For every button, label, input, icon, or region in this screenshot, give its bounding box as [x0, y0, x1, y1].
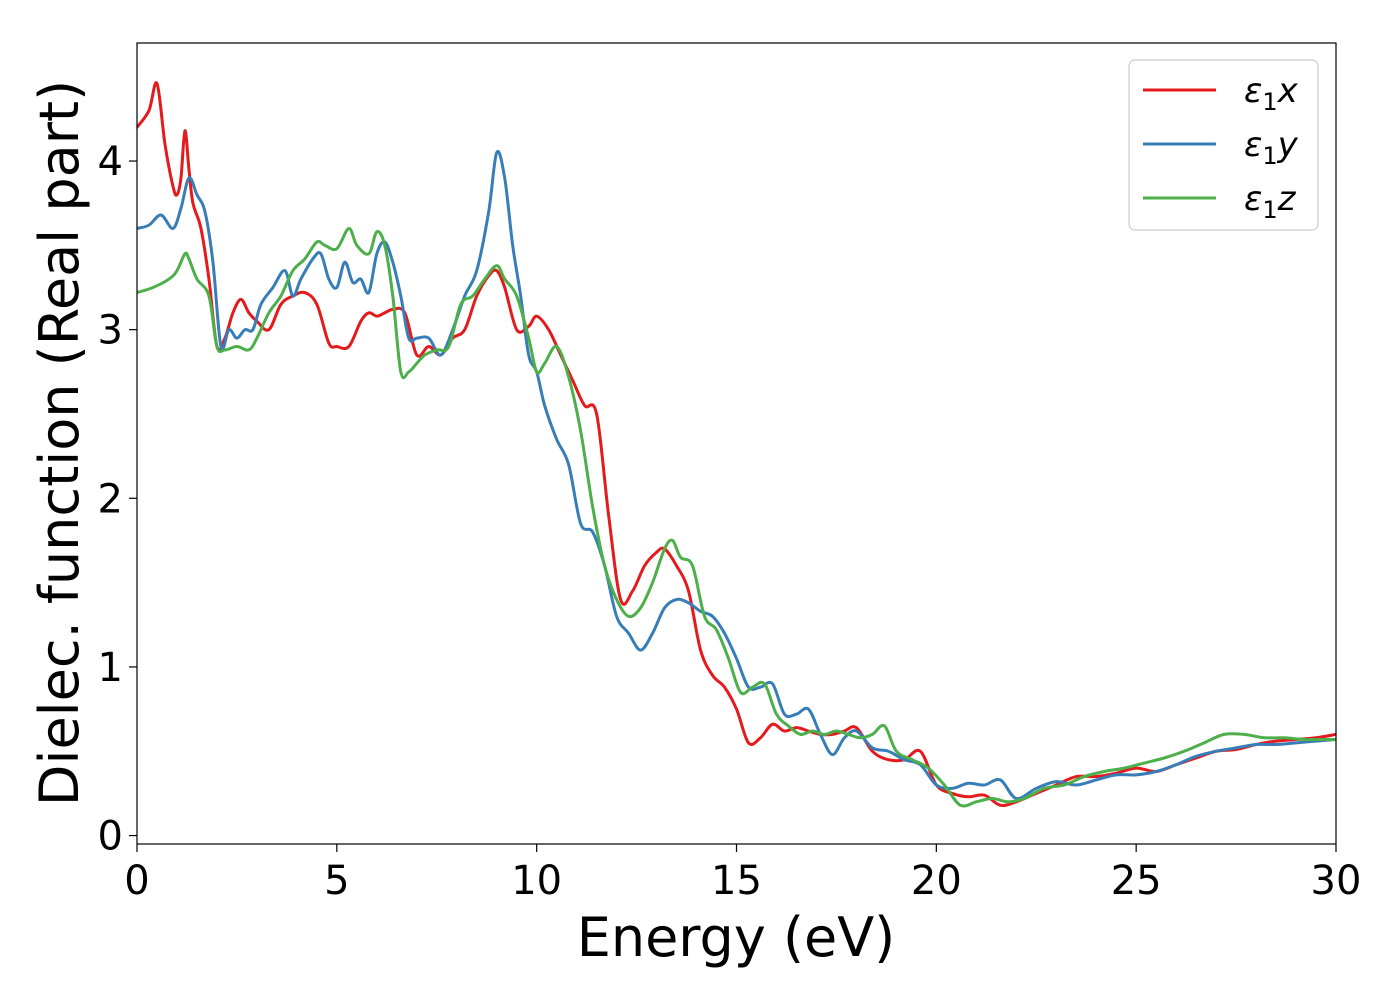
x-tick-label: 20 — [911, 858, 962, 904]
x-tick-label: 15 — [711, 858, 762, 904]
series-line-z — [137, 226, 1336, 808]
x-tick-label: 10 — [511, 858, 562, 904]
legend-label-y: ε1y — [1244, 125, 1299, 170]
x-tick-label: 0 — [124, 858, 149, 904]
y-tick-label: 0 — [98, 814, 123, 860]
x-tick-label: 25 — [1111, 858, 1162, 904]
series-line-y — [137, 149, 1336, 801]
series-layer — [137, 81, 1336, 808]
x-axis-ticks: 0 5 10 15 20 25 30 — [124, 844, 1361, 904]
y-axis-ticks: 0 1 2 3 4 — [98, 139, 137, 860]
legend-label-x: ε1x — [1244, 71, 1299, 116]
x-tick-label: 5 — [324, 858, 349, 904]
y-tick-label: 1 — [98, 645, 123, 691]
legend-label-z: ε1z — [1244, 179, 1297, 224]
y-tick-label: 3 — [98, 308, 123, 354]
legend: ε1x ε1y ε1z — [1128, 59, 1319, 231]
y-tick-label: 2 — [98, 476, 123, 522]
y-tick-label: 4 — [98, 139, 123, 185]
legend-box — [1128, 59, 1319, 231]
y-axis-title: Dielec. function (Real part) — [28, 80, 91, 806]
x-axis-title: Energy (eV) — [577, 906, 896, 969]
x-tick-label: 30 — [1311, 858, 1362, 904]
